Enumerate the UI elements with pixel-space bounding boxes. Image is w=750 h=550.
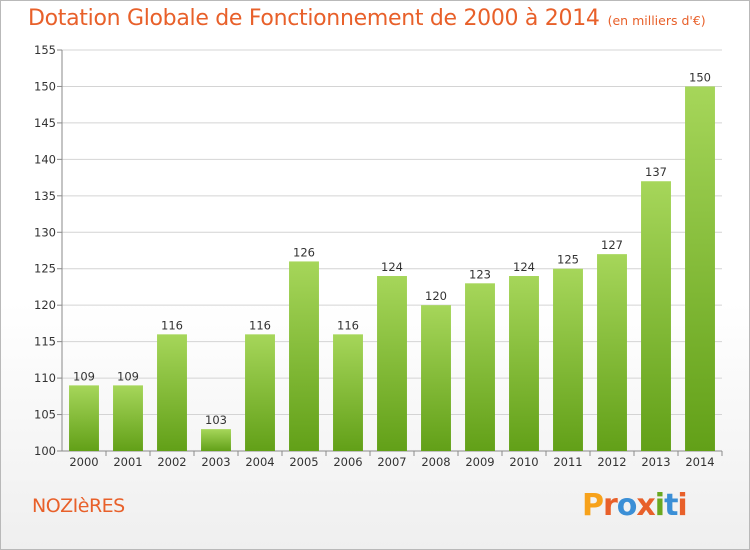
data-label: 109 <box>73 369 95 383</box>
data-label: 150 <box>689 70 711 84</box>
bar <box>289 261 319 451</box>
data-label: 109 <box>117 369 139 383</box>
title-text: Dotation Globale de Fonctionnement de 20… <box>28 6 600 31</box>
x-tick-label: 2005 <box>289 455 318 469</box>
data-label: 116 <box>249 318 271 332</box>
logo-letter: P <box>582 488 604 523</box>
x-tick-label: 2013 <box>641 455 670 469</box>
logo-letter: i <box>677 488 687 523</box>
x-tick-label: 2014 <box>685 455 714 469</box>
logo-letter: i <box>654 488 665 523</box>
bar <box>245 334 275 451</box>
bar <box>201 429 231 451</box>
y-tick-label: 105 <box>34 408 56 422</box>
x-tick-label: 2004 <box>245 455 274 469</box>
logo-letter: t <box>664 488 678 523</box>
place-name: NOZIèRES <box>32 495 125 517</box>
y-tick-label: 115 <box>34 335 56 349</box>
bar <box>553 268 583 451</box>
x-tick-label: 2006 <box>333 455 362 469</box>
bar <box>465 283 495 451</box>
y-tick-label: 130 <box>34 225 56 239</box>
bar <box>597 254 627 451</box>
data-label: 116 <box>337 318 359 332</box>
subtitle-text: (en milliers d'€) <box>607 13 706 28</box>
x-tick-label: 2008 <box>421 455 450 469</box>
y-tick-label: 125 <box>34 262 56 276</box>
bar <box>69 385 99 451</box>
bar <box>509 276 539 451</box>
data-label: 124 <box>381 260 403 274</box>
logo-letter: o <box>616 488 638 523</box>
x-tick-label: 2001 <box>113 455 142 469</box>
bar <box>421 305 451 451</box>
bar <box>333 334 363 451</box>
y-tick-label: 145 <box>34 116 56 130</box>
chart-title: Dotation Globale de Fonctionnement de 20… <box>28 6 706 31</box>
bar <box>377 276 407 451</box>
proxiti-logo: Proxiti <box>582 488 688 523</box>
data-label: 103 <box>205 413 227 427</box>
y-tick-label: 100 <box>34 444 56 458</box>
x-tick-label: 2003 <box>201 455 230 469</box>
x-tick-label: 2011 <box>553 455 582 469</box>
data-label: 120 <box>425 289 447 303</box>
data-label: 137 <box>645 165 667 179</box>
data-label: 116 <box>161 318 183 332</box>
y-tick-label: 150 <box>34 79 56 93</box>
y-tick-label: 155 <box>34 43 56 57</box>
bar <box>641 181 671 451</box>
logo-letter: x <box>636 488 655 523</box>
data-label: 123 <box>469 267 491 281</box>
y-tick-label: 135 <box>34 189 56 203</box>
data-label: 124 <box>513 260 535 274</box>
x-tick-label: 2009 <box>465 455 494 469</box>
logo-letter: r <box>603 488 618 523</box>
data-label: 125 <box>557 253 579 267</box>
data-label: 127 <box>601 238 623 252</box>
bar <box>157 334 187 451</box>
x-tick-label: 2002 <box>157 455 186 469</box>
x-tick-label: 2010 <box>509 455 538 469</box>
data-label: 126 <box>293 245 315 259</box>
x-tick-label: 2000 <box>69 455 98 469</box>
x-tick-label: 2007 <box>377 455 406 469</box>
y-tick-label: 120 <box>34 298 56 312</box>
x-tick-label: 2012 <box>597 455 626 469</box>
bar <box>685 86 715 452</box>
y-tick-label: 110 <box>34 371 56 385</box>
y-tick-label: 140 <box>34 152 56 166</box>
bar <box>113 385 143 451</box>
